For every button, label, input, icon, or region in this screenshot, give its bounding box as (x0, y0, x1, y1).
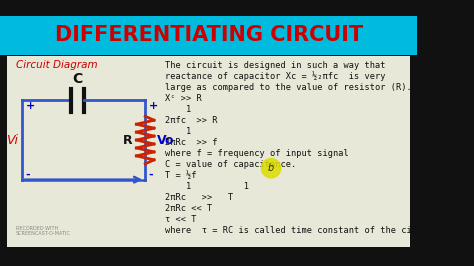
Text: 2πRc   >>   T: 2πRc >> T (165, 193, 234, 202)
Text: 2πfc  >> R: 2πfc >> R (165, 116, 218, 125)
Text: 2πRc << T: 2πRc << T (165, 204, 213, 213)
Text: Xᶜ >> R: Xᶜ >> R (165, 94, 202, 103)
Text: b: b (268, 163, 274, 173)
Text: C = value of capacitance.: C = value of capacitance. (165, 160, 297, 169)
Text: RECORDED WITH: RECORDED WITH (16, 226, 58, 231)
Text: 1          1: 1 1 (165, 182, 249, 191)
Text: reactance of capacitor Xc = ½₂πfc  is very: reactance of capacitor Xc = ½₂πfc is ver… (165, 72, 386, 81)
Text: where f = frequency of input signal: where f = frequency of input signal (165, 149, 349, 158)
Text: 2πRc  >> f: 2πRc >> f (165, 138, 218, 147)
Text: R: R (122, 134, 132, 147)
Circle shape (261, 159, 281, 178)
Text: Circuit Diagram: Circuit Diagram (16, 60, 98, 70)
Text: -: - (149, 169, 154, 179)
Text: T = ½f: T = ½f (165, 171, 197, 180)
Text: +: + (149, 101, 158, 111)
Text: 1: 1 (165, 105, 191, 114)
Text: where  τ = RC is called time constant of the circuit.: where τ = RC is called time constant of … (165, 226, 444, 235)
Text: 1: 1 (165, 127, 191, 136)
FancyBboxPatch shape (7, 56, 410, 247)
Text: C: C (73, 72, 82, 86)
FancyBboxPatch shape (0, 16, 417, 55)
Text: large as compared to the value of resistor (R).: large as compared to the value of resist… (165, 83, 412, 92)
Text: The circuit is designed in such a way that: The circuit is designed in such a way th… (165, 61, 386, 70)
Text: +: + (26, 101, 35, 111)
Text: Vo: Vo (156, 134, 174, 147)
Text: SCREENCAST-O-MATIC: SCREENCAST-O-MATIC (16, 231, 71, 236)
Text: -: - (26, 169, 30, 179)
Text: DIFFERENTIATING CIRCUIT: DIFFERENTIATING CIRCUIT (55, 25, 363, 45)
Text: Vi: Vi (7, 134, 18, 147)
Text: τ << T: τ << T (165, 215, 197, 224)
